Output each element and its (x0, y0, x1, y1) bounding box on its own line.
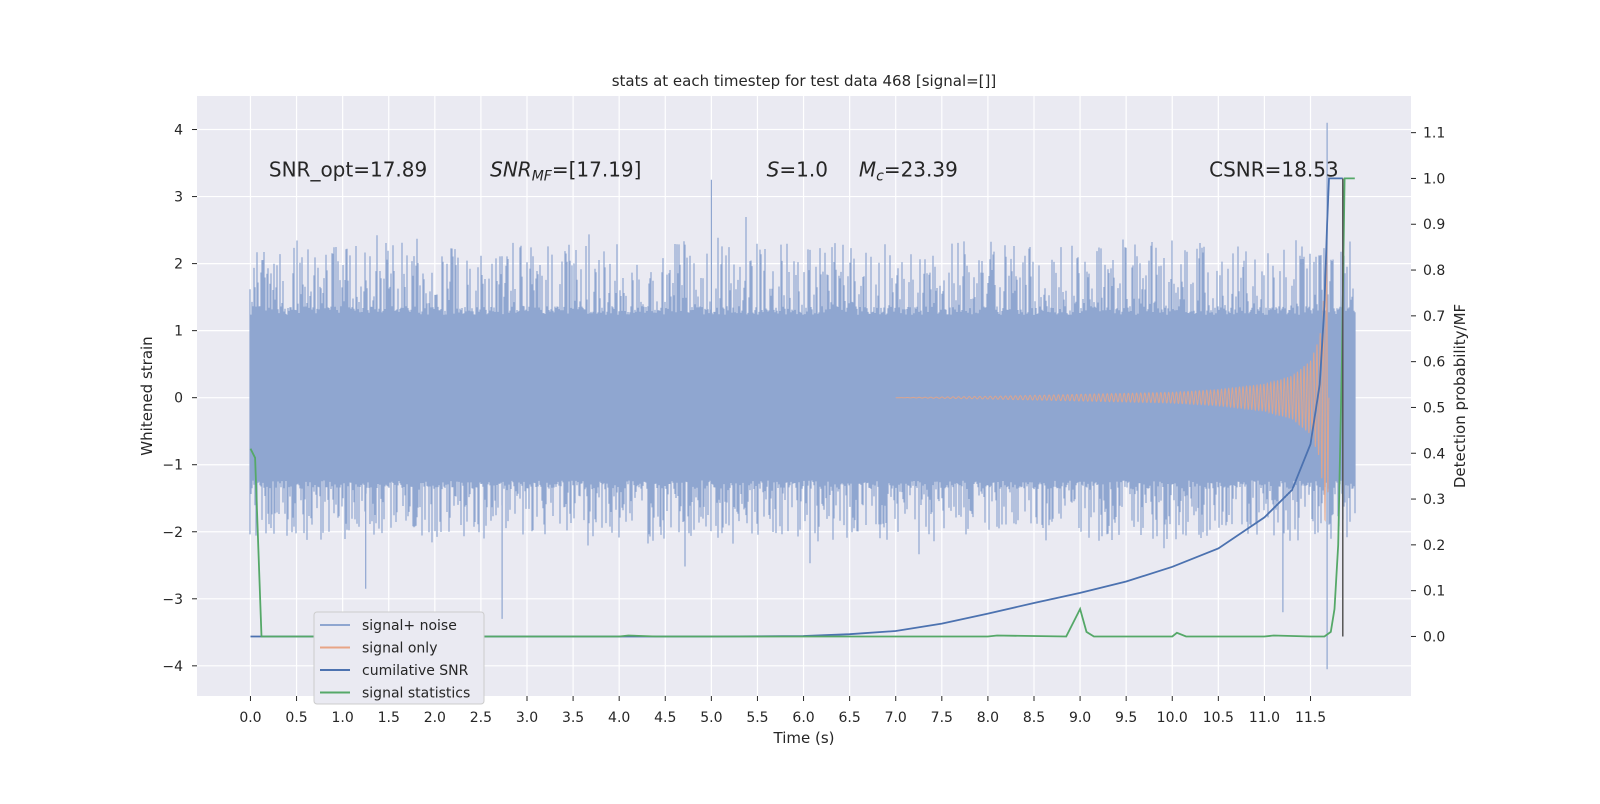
y2-tick-label: 0.7 (1423, 309, 1445, 325)
x-tick-label: 1.5 (378, 710, 400, 726)
x-tick-label: 5.0 (700, 710, 722, 726)
x-tick-label: 7.0 (885, 710, 907, 726)
legend-box (313, 611, 485, 705)
y-tick-label: 4 (174, 123, 183, 139)
y2-tick-label: 0.9 (1423, 217, 1445, 233)
y-tick-label: −4 (162, 659, 183, 675)
x-tick-label: 0.0 (239, 710, 261, 726)
legend-label: signal statistics (362, 686, 470, 702)
series-layer (249, 122, 1356, 670)
y2-tick-label: 1.1 (1423, 126, 1445, 142)
y2-tick-label: 0.2 (1423, 538, 1445, 554)
x-tick-label: 3.5 (562, 710, 584, 726)
stat-annotation: Mc=23.39 (859, 157, 958, 184)
legend: signal+ noise signal only cumilative SNR si… (313, 611, 485, 705)
signal-statistics-series (249, 177, 1355, 638)
y2-tick-label: 0.3 (1423, 492, 1445, 508)
legend-label: signal only (362, 641, 437, 657)
y2-tick-label: 0.5 (1423, 400, 1445, 416)
stat-annotation: S=1.0 (767, 157, 828, 181)
y2-tick-label: 0.1 (1423, 584, 1445, 600)
x-tick-label: 4.0 (608, 710, 630, 726)
y2-tick-label: 0.0 (1423, 629, 1445, 645)
cumulative-snr-series (250, 177, 1343, 638)
stat-annotation: CSNR=18.53 (1209, 157, 1339, 181)
y-tick-label: −3 (162, 592, 183, 608)
x-tick-label: 11.5 (1295, 710, 1326, 726)
x-tick-label: 3.0 (516, 710, 538, 726)
x-tick-label: 9.5 (1115, 710, 1137, 726)
y-tick-label: 1 (174, 324, 183, 340)
x-tick-label: 1.0 (332, 710, 354, 726)
y-tick-label: −1 (162, 458, 183, 474)
x-tick-label: 8.5 (1023, 710, 1045, 726)
x-tick-label: 4.5 (654, 710, 676, 726)
y-tick-label: 0 (174, 391, 183, 407)
y2-tick-label: 0.6 (1423, 355, 1445, 371)
x-tick-label: 9.0 (1069, 710, 1091, 726)
x-tick-label: 11.0 (1249, 710, 1280, 726)
chart-title: stats at each timestep for test data 468… (612, 72, 997, 90)
signal-only-series (895, 233, 1330, 522)
y-tick-label: 2 (174, 257, 183, 273)
axis-layer: 0.0 0.5 1.0 1.5 2.0 2.5 3.0 3.5 4.0 4.5 5.0 5.5 6.0 6… (162, 123, 1445, 726)
x-tick-label: 8.0 (977, 710, 999, 726)
y-tick-label: 3 (174, 190, 183, 206)
y-axis-label: Whitened strain (138, 336, 156, 455)
y2-tick-label: 0.4 (1423, 446, 1445, 462)
y2-axis-label: Detection probability/MF (1451, 304, 1469, 488)
annotation-layer: SNR_opt=17.89 SNRMF=[17.19] S=1.0 Mc=23.39 C… (269, 157, 1339, 184)
y-tick-label: −2 (162, 525, 183, 541)
legend-label: cumilative SNR (362, 663, 469, 679)
x-tick-label: 6.5 (838, 710, 860, 726)
legend-label: signal+ noise (362, 618, 457, 634)
x-tick-label: 0.5 (285, 710, 307, 726)
x-tick-label: 6.0 (792, 710, 814, 726)
x-tick-label: 7.5 (931, 710, 953, 726)
y2-tick-label: 1.0 (1423, 171, 1445, 187)
x-tick-label: 10.0 (1157, 710, 1188, 726)
stat-annotation: SNR_opt=17.89 (269, 157, 427, 181)
x-tick-label: 2.0 (424, 710, 446, 726)
y2-tick-label: 0.8 (1423, 263, 1445, 279)
signal-noise-series (249, 122, 1356, 670)
x-tick-label: 2.5 (470, 710, 492, 726)
x-axis-label: Time (s) (773, 729, 835, 747)
x-tick-label: 10.5 (1203, 710, 1234, 726)
stat-annotation: SNRMF=[17.19] (490, 157, 641, 184)
x-tick-label: 5.5 (746, 710, 768, 726)
